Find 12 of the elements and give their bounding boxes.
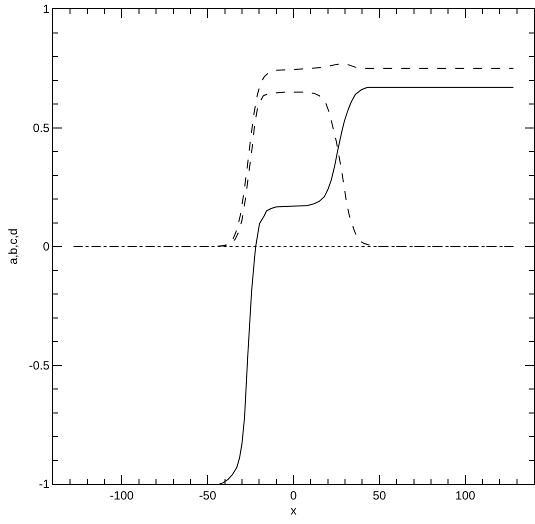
y-tick-label: 0.5 — [32, 120, 50, 135]
y-tick-label: -1 — [38, 477, 50, 492]
x-axis-title: x — [290, 503, 296, 518]
y-tick-label: -0.5 — [28, 358, 50, 372]
x-tick-label: -50 — [198, 488, 217, 502]
y-tick-label: 0 — [42, 240, 50, 254]
y-axis-title: a,b,c,d — [6, 228, 20, 265]
x-tick-label: 0 — [290, 488, 298, 502]
y-tick-label: 1 — [42, 2, 50, 16]
x-tick-label: 50 — [372, 488, 386, 502]
x-tick-label: -100 — [110, 488, 134, 502]
x-tick-label: 100 — [455, 488, 476, 502]
